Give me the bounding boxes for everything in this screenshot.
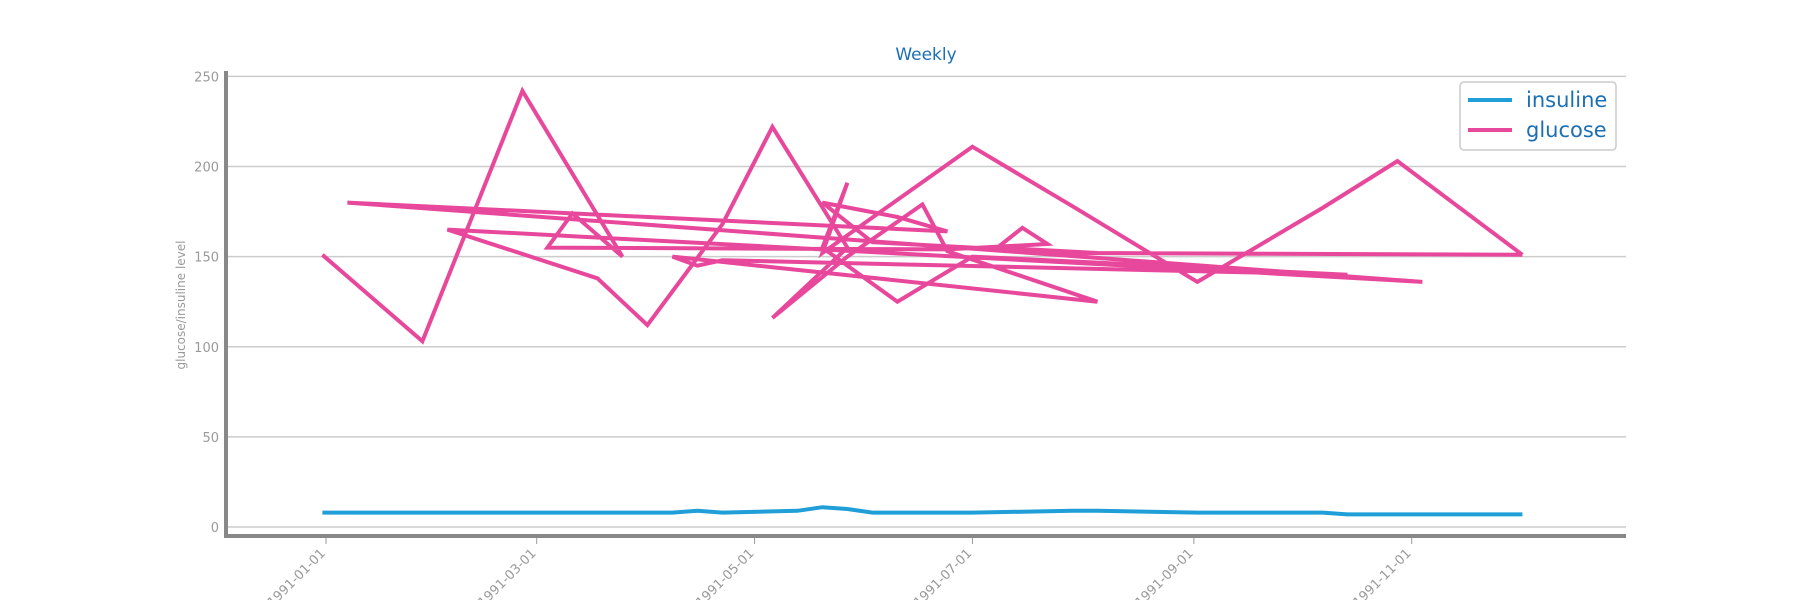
y-tick-label: 200 [194,161,219,176]
legend-label-glucose: glucose [1526,118,1607,142]
axes [224,71,1626,538]
y-tick-label: 250 [194,70,219,85]
x-tick-label: 1991-03-01 [476,546,540,600]
chart-title: Weekly [895,45,956,65]
grid-lines [226,75,1626,528]
legend-label-insuline: insuline [1526,88,1607,112]
x-tick-label: 1991-01-01 [265,546,329,600]
y-tick-label: 100 [194,341,219,356]
x-ticks: 1991-01-01 1991-03-01 1991-05-01 1991-07-01… [265,538,1415,600]
x-tick-label: 1991-09-01 [1133,546,1197,600]
y-tick-label: 0 [211,521,219,536]
x-tick-label: 1991-11-01 [1351,546,1415,600]
y-tick-label: 150 [194,251,219,266]
y-tick-label: 50 [202,431,219,446]
y-ticks: 0 50 100 150 200 250 [194,70,219,536]
series-line-glucose [321,86,1524,345]
x-tick-label: 1991-07-01 [911,546,975,600]
legend: insuline glucose [1459,81,1617,151]
series-layer [321,86,1524,517]
y-axis-label: glucose/insuline level [174,241,188,370]
series-line-insuline [322,505,1523,517]
x-tick-label: 1991-05-01 [693,546,757,600]
